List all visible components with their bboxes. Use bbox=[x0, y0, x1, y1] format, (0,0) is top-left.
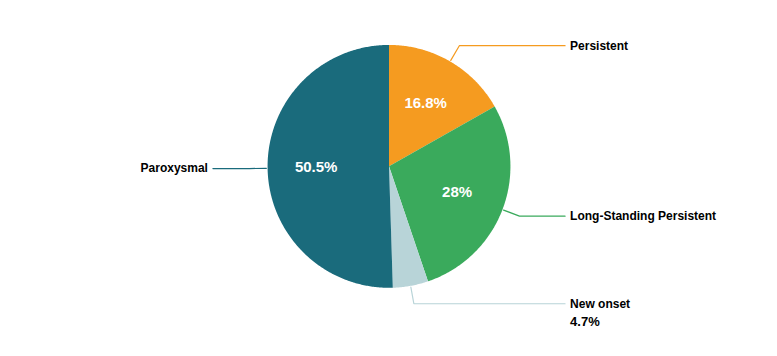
svg-text:Long-Standing Persistent: Long-Standing Persistent bbox=[570, 209, 716, 223]
svg-text:New onset: New onset bbox=[570, 297, 630, 311]
svg-text:Persistent: Persistent bbox=[570, 39, 628, 53]
svg-text:50.5%: 50.5% bbox=[295, 158, 338, 175]
svg-text:16.8%: 16.8% bbox=[404, 94, 447, 111]
svg-text:Paroxysmal: Paroxysmal bbox=[141, 161, 208, 175]
svg-text:28%: 28% bbox=[442, 183, 472, 200]
svg-text:4.7%: 4.7% bbox=[570, 314, 600, 329]
